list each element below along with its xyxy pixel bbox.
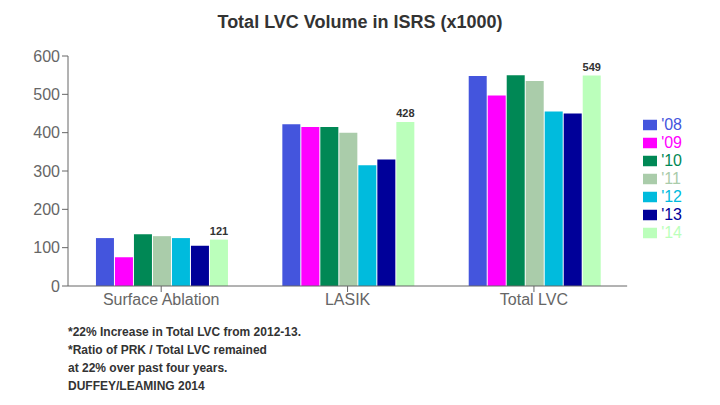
html-text:'09: '09 bbox=[661, 133, 682, 151]
svg-text:428: 428 bbox=[396, 107, 414, 119]
html-text:at 22% over past four years.: at 22% over past four years. bbox=[68, 361, 228, 375]
svg-text:400: 400 bbox=[33, 124, 60, 141]
svg-text:LASIK: LASIK bbox=[325, 291, 371, 308]
html-text:'13: '13 bbox=[661, 205, 682, 223]
svg-text:500: 500 bbox=[33, 86, 60, 103]
html-text:'10: '10 bbox=[661, 151, 682, 169]
html-text:'08: '08 bbox=[661, 115, 682, 133]
svg-text:549: 549 bbox=[583, 61, 601, 73]
html-text:Total LVC Volume in ISRS (x100: Total LVC Volume in ISRS (x1000) bbox=[217, 12, 503, 32]
html-text:'11: '11 bbox=[661, 169, 681, 187]
svg-text:600: 600 bbox=[33, 48, 60, 65]
svg-text:Surface Ablation: Surface Ablation bbox=[103, 291, 220, 308]
svg-text:Total LVC: Total LVC bbox=[500, 291, 568, 308]
html-text:DUFFEY/LEAMING 2014: DUFFEY/LEAMING 2014 bbox=[68, 379, 205, 393]
svg-text:100: 100 bbox=[33, 239, 60, 256]
svg-text:0: 0 bbox=[51, 278, 60, 295]
svg-text:121: 121 bbox=[210, 225, 228, 237]
html-text:'14: '14 bbox=[661, 223, 682, 241]
svg-text:200: 200 bbox=[33, 201, 60, 218]
html-text:*22% Increase in Total LVC fro: *22% Increase in Total LVC from 2012-13. bbox=[68, 325, 301, 339]
svg-text:300: 300 bbox=[33, 163, 60, 180]
html-text:'12: '12 bbox=[661, 187, 682, 205]
html-text:*Ratio of PRK / Total LVC rema: *Ratio of PRK / Total LVC remained bbox=[68, 343, 267, 357]
